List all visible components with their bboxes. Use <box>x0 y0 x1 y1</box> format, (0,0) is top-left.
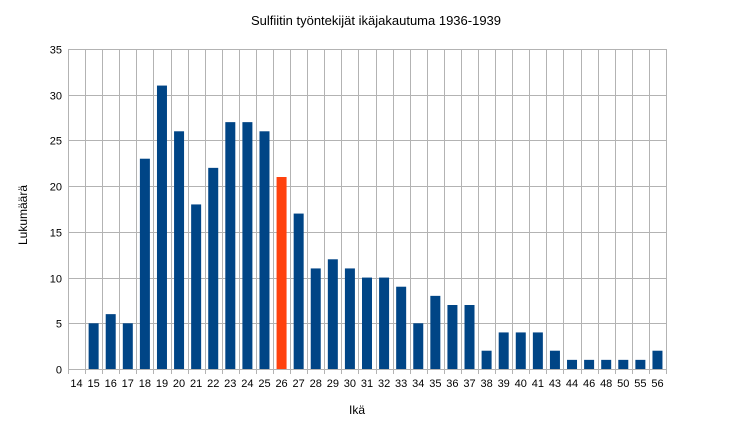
x-tick-label: 33 <box>395 378 407 390</box>
bar-19 <box>156 85 167 369</box>
x-axis-label: Ikä <box>349 403 365 417</box>
x-tick-label: 20 <box>173 378 185 390</box>
x-tick-label: 36 <box>446 378 458 390</box>
x-tick-label: 22 <box>207 378 219 390</box>
bar-41 <box>532 332 543 369</box>
x-tick-label: 18 <box>139 378 151 390</box>
x-tick-label: 55 <box>634 378 646 390</box>
x-tick-label: 19 <box>156 378 168 390</box>
bar-32 <box>379 277 390 369</box>
bar-50 <box>618 359 629 369</box>
x-tick-label: 30 <box>344 378 356 390</box>
bar-29 <box>327 259 338 369</box>
x-tick-label: 14 <box>70 378 82 390</box>
bar-35 <box>430 295 441 369</box>
x-tick-label: 31 <box>361 378 373 390</box>
y-tick-label: 20 <box>50 182 62 194</box>
x-tick-label: 40 <box>515 378 527 390</box>
bar-56 <box>652 350 663 369</box>
chart-title: Sulfiitin työntekijät ikäjakautuma 1936-… <box>251 13 501 28</box>
y-tick-label: 35 <box>50 45 62 57</box>
x-tick-label: 21 <box>190 378 202 390</box>
bar-25 <box>259 131 270 369</box>
bar-48 <box>601 359 612 369</box>
x-tick-label: 34 <box>412 378 424 390</box>
x-tick-label: 39 <box>498 378 510 390</box>
bar-30 <box>344 268 355 369</box>
y-tick-labels: 0 5 10 15 20 25 30 35 <box>50 45 62 377</box>
bar-17 <box>122 323 133 369</box>
x-tick-label: 29 <box>327 378 339 390</box>
bar-16 <box>105 314 116 369</box>
x-tick-label: 44 <box>566 378 578 390</box>
x-tick-label: 27 <box>293 378 305 390</box>
x-tick-label: 37 <box>463 378 475 390</box>
x-tick-label: 28 <box>310 378 322 390</box>
y-tick-label: 25 <box>50 136 62 148</box>
bar-22 <box>208 167 219 369</box>
x-tick-label: 38 <box>480 378 492 390</box>
bar-21 <box>191 204 202 369</box>
x-tick-label: 43 <box>549 378 561 390</box>
bar-15 <box>88 323 99 369</box>
x-tick-label: 26 <box>275 378 287 390</box>
bar-34 <box>413 323 424 369</box>
bar-39 <box>498 332 509 369</box>
x-tick-label: 56 <box>651 378 663 390</box>
bar-33 <box>396 286 407 369</box>
bar-26 <box>276 177 287 369</box>
x-tick-label: 15 <box>88 378 100 390</box>
x-tick-label: 23 <box>224 378 236 390</box>
bar-36 <box>447 305 458 369</box>
y-tick-label: 0 <box>56 365 62 377</box>
x-tick-label: 41 <box>532 378 544 390</box>
x-tick-labels: 14 15 16 17 18 19 20 21 22 23 24 25 26 27 28 29 30 31 32 33… <box>70 378 663 390</box>
x-tick-label: 25 <box>258 378 270 390</box>
bars <box>88 85 663 369</box>
bar-44 <box>567 359 578 369</box>
x-tick-label: 50 <box>617 378 629 390</box>
grid-lines <box>68 49 667 374</box>
bar-24 <box>242 122 253 369</box>
y-tick-label: 10 <box>50 274 62 286</box>
bar-46 <box>584 359 595 369</box>
x-tick-label: 32 <box>378 378 390 390</box>
x-tick-label: 35 <box>429 378 441 390</box>
bar-40 <box>515 332 526 369</box>
bar-23 <box>225 122 236 369</box>
x-tick-label: 46 <box>583 378 595 390</box>
x-tick-label: 17 <box>122 378 134 390</box>
y-tick-label: 30 <box>50 91 62 103</box>
x-tick-label: 48 <box>600 378 612 390</box>
y-axis-label: Lukumäärä <box>16 185 30 245</box>
bar-31 <box>362 277 372 369</box>
bar-55 <box>635 359 646 369</box>
bar-18 <box>139 158 150 369</box>
bar-37 <box>464 305 475 369</box>
bar-28 <box>310 268 321 369</box>
bar-38 <box>481 350 492 369</box>
x-tick-label: 16 <box>105 378 117 390</box>
y-tick-label: 15 <box>50 228 62 240</box>
bar-20 <box>174 131 185 369</box>
bar-27 <box>293 213 304 369</box>
x-tick-label: 24 <box>241 378 253 390</box>
y-tick-label: 5 <box>56 319 62 331</box>
bar-43 <box>549 350 560 369</box>
